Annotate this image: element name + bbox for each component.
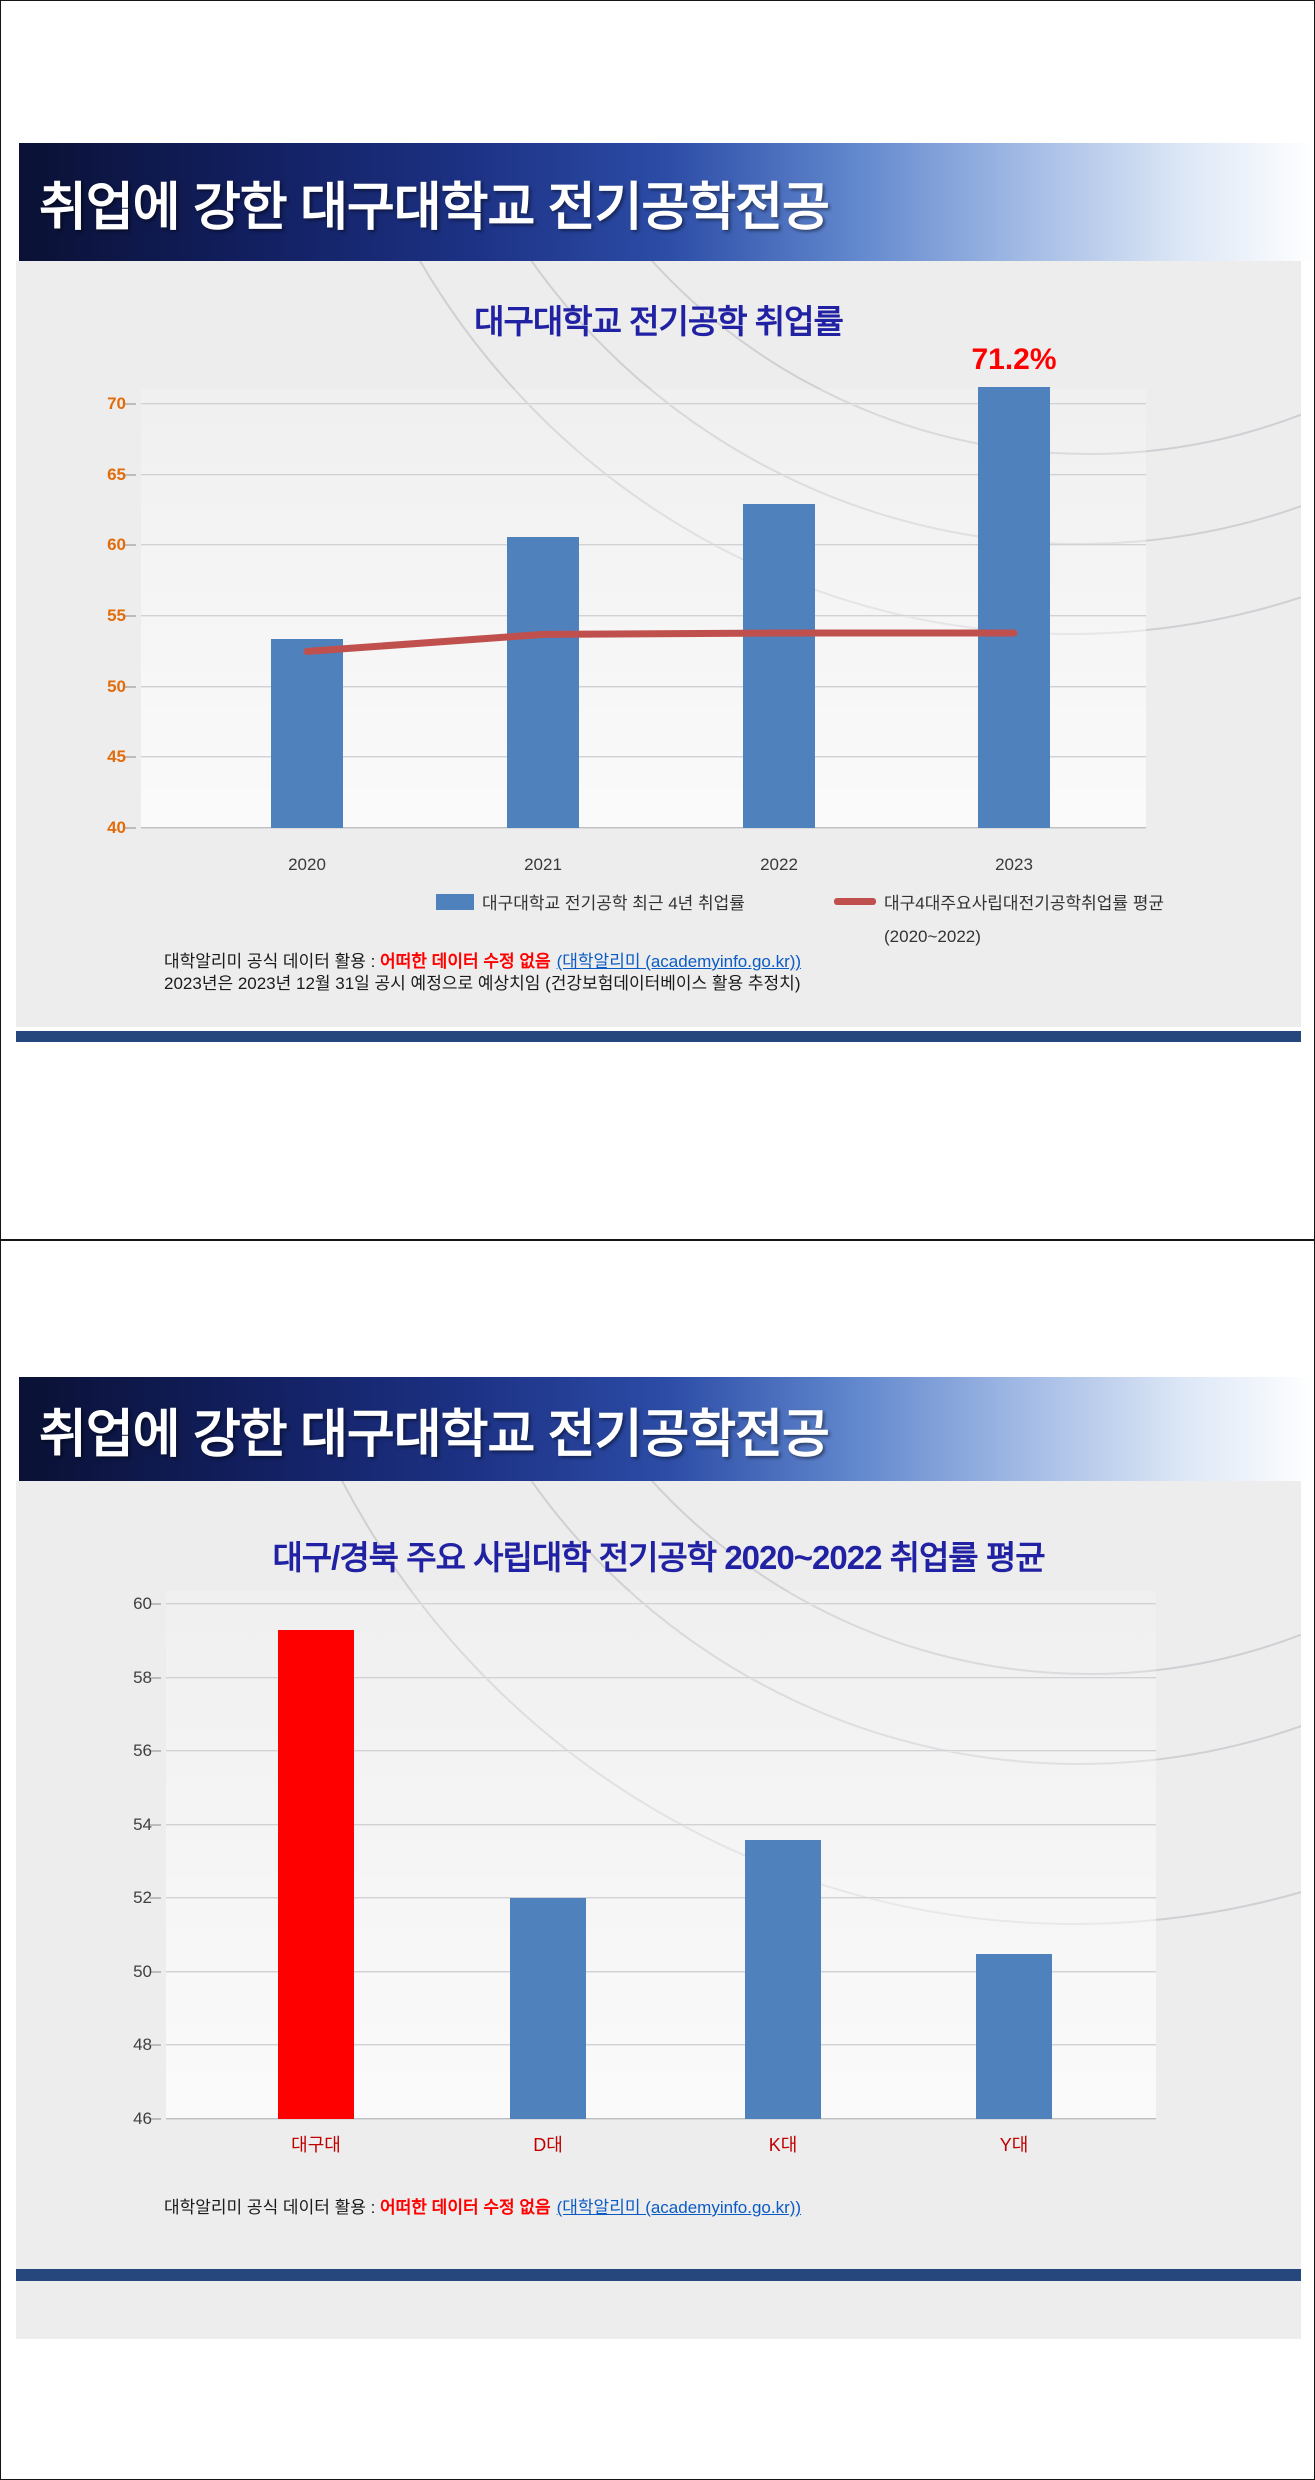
bar-2020 [271,638,343,828]
gridline-48 [166,2044,1156,2047]
y-tick-54 [150,1823,161,1826]
chart-1-legend-line-series: 대구4대주요사립대전기공학취업률 평균 [834,889,1164,914]
y-axis-label-54: 54 [133,1814,152,1834]
y-axis-label-40: 40 [107,818,126,837]
chart-1-title: 대구대학교 전기공학 취업률 [474,303,844,340]
x-axis-label-Y대: Y대 [999,2135,1029,2155]
y-tick-65 [125,473,136,476]
slide-1-banner-title: 취업에 강한 대구대학교 전기공학전공 [39,178,830,237]
footer-line-2: 2023년은 2023년 12월 31일 공시 예정으로 예상치임 (건강보험데… [164,974,801,993]
gridline-70 [141,403,1146,406]
y-tick-56 [150,1750,161,1753]
slide-2-bottom-divider [16,2269,1301,2281]
y-axis-label-45: 45 [107,747,126,767]
slide-2-content-panel: 대구/경북 주요 사립대학 전기공학 2020~2022 취업률 평균 대학알리… [16,1481,1301,2339]
y-tick-40 [125,827,136,829]
x-axis-label-K대: K대 [768,2135,798,2155]
bar-Y대 [976,1953,1052,2119]
gridline-54 [166,1823,1156,1826]
chart-2-title: 대구/경북 주요 사립대학 전기공학 2020~2022 취업률 평균 [272,1539,1045,1576]
line-series-label-sub: (2020~2022) [884,927,981,946]
footer-source-text: 대학알리미 공식 데이터 활용 : [164,2198,381,2217]
y-tick-60 [125,544,136,547]
y-axis-label-70: 70 [107,394,126,414]
y-axis-label-48: 48 [133,2035,152,2055]
bar-2023 [978,387,1050,828]
y-axis-label-55: 55 [107,606,126,626]
gridline-50 [141,685,1146,688]
gridline-60 [166,1603,1156,1606]
gridline-60 [141,544,1146,547]
y-axis-label-50: 50 [107,676,126,696]
slide-1-bottom-divider [16,1031,1301,1042]
slide-2-banner-title: 취업에 강한 대구대학교 전기공학전공 [39,1405,830,1464]
bar-2022 [743,504,815,828]
y-axis-label-65: 65 [107,464,126,484]
y-axis-label-50: 50 [133,1961,152,1981]
academyinfo-link[interactable]: (대학알리미 (academyinfo.go.kr)) [556,2198,802,2217]
y-tick-60 [150,1603,161,1606]
footer-source-text: 대학알리미 공식 데이터 활용 : [164,952,381,971]
y-tick-55 [125,615,136,618]
gridline-56 [166,1750,1156,1753]
slide-2-banner: 취업에 강한 대구대학교 전기공학전공 [19,1377,1314,1481]
bar-series-label: 대구대학교 전기공학 최근 4년 취업률 [482,894,745,913]
x-axis-label-2021: 2021 [524,855,562,874]
footer-emphasis-text: 어떠한 데이터 수정 없음 [380,952,551,971]
y-tick-52 [150,1897,161,1900]
y-tick-46 [150,2118,161,2120]
y-axis-label-60: 60 [107,535,126,555]
chart-1-legend-bar-series: 대구대학교 전기공학 최근 4년 취업률 [436,889,745,914]
slide-2-footer: 대학알리미 공식 데이터 활용 : 어떠한 데이터 수정 없음 (대학알리미 (a… [164,2197,801,2219]
chart-1-value-label: 71.2% [971,343,1057,376]
x-axis-label-2022: 2022 [760,855,798,874]
y-tick-48 [150,2044,161,2047]
bar-2021 [507,536,579,828]
slide-1: 취업에 강한 대구대학교 전기공학전공 대구대학교 전기공학 취업률 71.2%… [0,0,1315,1240]
x-axis-label-D대: D대 [533,2135,563,2155]
bar-대구대 [278,1629,354,2119]
y-axis-label-60: 60 [133,1594,152,1614]
line-series-label: 대구4대주요사립대전기공학취업률 평균 [884,894,1165,913]
y-tick-58 [150,1676,161,1679]
x-axis-label-2023: 2023 [995,855,1033,874]
footer-emphasis-text: 어떠한 데이터 수정 없음 [380,2198,551,2217]
gridline-52 [166,1897,1156,1900]
y-tick-70 [125,403,136,406]
y-axis-label-56: 56 [133,1741,152,1761]
y-tick-45 [125,756,136,759]
slide-1-banner: 취업에 강한 대구대학교 전기공학전공 [19,143,1314,261]
x-axis-label-대구대: 대구대 [291,2135,341,2155]
slide-1-content-panel: 대구대학교 전기공학 취업률 71.2% 대구대학교 전기공학 최근 4년 취업… [16,261,1301,1027]
footer-line-1: 대학알리미 공식 데이터 활용 : 어떠한 데이터 수정 없음 (대학알리미 (a… [164,951,801,973]
slide-1-footer: 대학알리미 공식 데이터 활용 : 어떠한 데이터 수정 없음 (대학알리미 (a… [164,951,801,995]
y-tick-50 [125,685,136,688]
bar-D대 [510,1898,586,2119]
academyinfo-link[interactable]: (대학알리미 (academyinfo.go.kr)) [556,952,802,971]
slide-2: 취업에 강한 대구대학교 전기공학전공 대구/경북 주요 사립대학 전기공학 2… [0,1240,1315,2480]
footer-line-1: 대학알리미 공식 데이터 활용 : 어떠한 데이터 수정 없음 (대학알리미 (a… [164,2197,801,2219]
bar-K대 [745,1839,821,2119]
gridline-58 [166,1676,1156,1679]
y-tick-50 [150,1970,161,1973]
gridline-40 [141,827,1146,829]
gridline-65 [141,473,1146,476]
gridline-46 [166,2118,1156,2120]
gridline-45 [141,756,1146,759]
gridline-50 [166,1970,1156,1973]
y-axis-label-58: 58 [133,1667,152,1687]
x-axis-label-2020: 2020 [288,855,326,874]
gridline-55 [141,615,1146,618]
y-axis-label-52: 52 [133,1888,152,1908]
line-series-swatch [834,898,876,905]
y-axis-label-46: 46 [133,2109,152,2128]
bar-series-swatch [436,893,474,910]
